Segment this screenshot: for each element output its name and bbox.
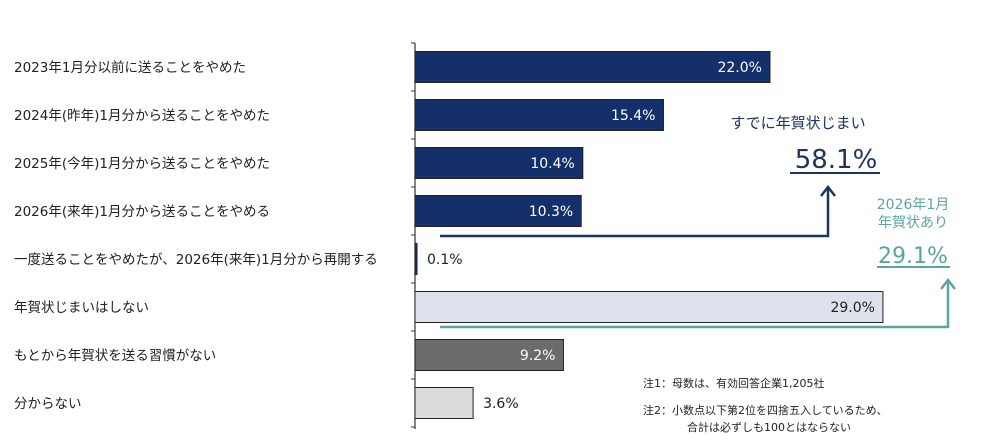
bar [414, 195, 582, 227]
data-label: 15.4% [611, 108, 655, 124]
category-label: 年賀状じまいはしない [14, 300, 149, 316]
annotation-already-value: 58.1% [795, 145, 878, 175]
annotation-already-arrowhead [820, 184, 836, 197]
note-2-line1: 注2：小数点以下第2位を四捨五入しているため、 [643, 403, 888, 417]
category-label: もとから年賀状を送る習慣がない [14, 348, 216, 364]
annotation-still: 2026年1月 年賀状あり 29.1% [440, 197, 956, 329]
note-2-line2: 合計は必ずしも100とはならない [687, 420, 851, 434]
category-label: 2025年(今年)1月分から送ることをやめた [14, 156, 270, 172]
annotation-already: すでに年賀状じまい 58.1% [440, 114, 880, 238]
data-label: 0.1% [427, 252, 463, 268]
category-label: 2024年(昨年)1月分から送ることをやめた [14, 108, 270, 124]
data-label: 22.0% [717, 60, 761, 76]
bar [414, 51, 771, 83]
bar [414, 243, 418, 275]
bar [414, 339, 564, 371]
category-label: 一度送ることをやめたが、2026年(来年)1月分から再開する [14, 252, 378, 268]
data-label: 10.4% [530, 156, 574, 172]
annotation-already-arrow [440, 188, 830, 238]
bar [414, 147, 584, 179]
annotation-still-value: 29.1% [878, 244, 948, 269]
annotation-still-label-line2: 年賀状あり [878, 215, 948, 231]
annotation-still-label-line1: 2026年1月 [877, 197, 950, 213]
bars-layer: 2023年1月分以前に送ることをやめた 22.0% 2024年(昨年)1月分から送る… [14, 51, 884, 419]
axis-layer [411, 42, 416, 429]
data-label: 9.2% [520, 348, 556, 364]
bar [414, 291, 884, 323]
category-label: 分からない [14, 396, 82, 412]
notes: 注1：母数は、有効回答企業1,205社 注2：小数点以下第2位を四捨五入している… [643, 376, 888, 434]
data-label: 3.6% [483, 396, 519, 412]
annotation-already-label: すでに年賀状じまい [730, 114, 865, 132]
annotation-still-arrow [440, 281, 950, 329]
category-label: 2023年1月分以前に送ることをやめた [14, 59, 246, 76]
note-1: 注1：母数は、有効回答企業1,205社 [643, 376, 825, 390]
category-label: 2026年(来年)1月分から送ることをやめる [14, 204, 270, 220]
data-label: 10.3% [529, 204, 573, 220]
annotation-still-arrowhead [940, 277, 956, 290]
bar [414, 99, 664, 131]
bar [414, 387, 474, 419]
data-label: 29.0% [830, 300, 874, 316]
